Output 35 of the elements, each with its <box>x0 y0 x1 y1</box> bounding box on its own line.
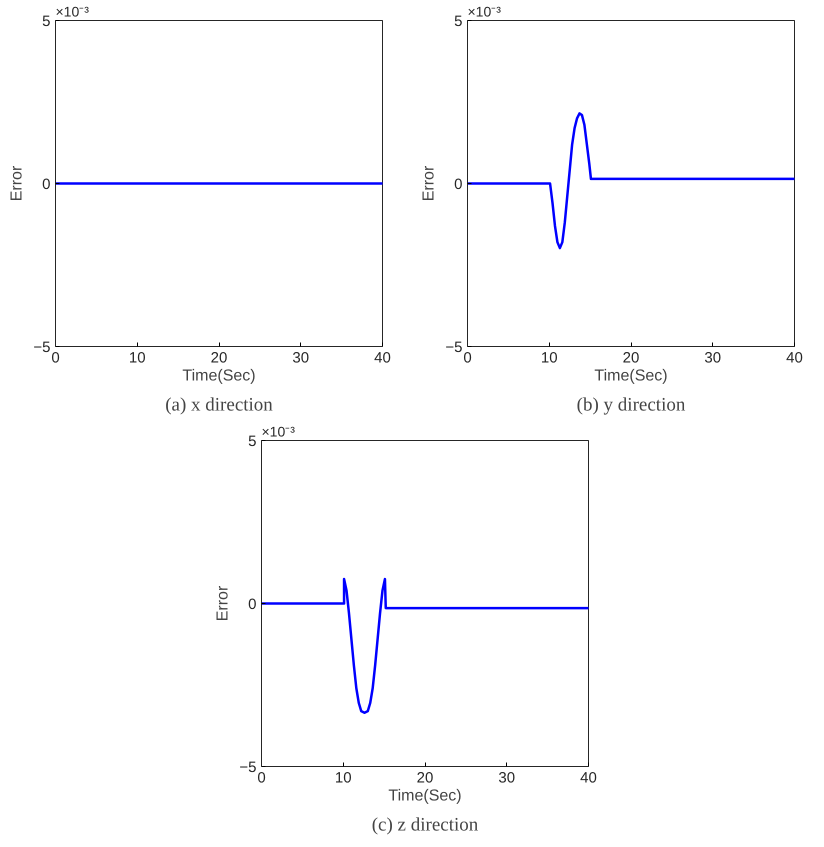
x-axis-title: Time(Sec) <box>594 368 668 384</box>
x-tick-label: 30 <box>292 350 310 366</box>
line-series <box>262 578 588 714</box>
y-axis-title: Error <box>214 585 232 622</box>
text: (b) y direction <box>576 394 686 416</box>
y-tick-label: −5 <box>445 339 463 356</box>
x-axis-title: Time(Sec) <box>182 368 256 384</box>
x-tick-label: 30 <box>704 350 722 366</box>
y-axis-title: Error <box>8 165 26 202</box>
x-tick-label: 20 <box>210 350 228 366</box>
y-tick-label: 0 <box>454 176 462 193</box>
x-tick-label: 20 <box>416 770 434 786</box>
y-tick-label: 5 <box>248 433 256 450</box>
x-axis-title: Time(Sec) <box>388 788 462 804</box>
y-axis-title: Error <box>420 165 438 202</box>
x-tick-label: 10 <box>334 770 352 786</box>
x-tick-label: 10 <box>128 350 146 366</box>
y-tick-label: 0 <box>42 176 50 193</box>
x-tick-label: 40 <box>580 770 597 786</box>
x-tick-label: 40 <box>374 350 391 366</box>
x-tick-label: 30 <box>498 770 516 786</box>
y-tick-label: 5 <box>454 13 462 30</box>
text: (a) x direction <box>165 394 274 416</box>
text: ×10⁻³ <box>56 4 90 20</box>
y-tick-label: −5 <box>33 339 51 356</box>
text: ×10⁻³ <box>262 424 296 440</box>
y-tick-label: 5 <box>42 13 50 30</box>
y-tick-label: −5 <box>239 759 257 776</box>
x-tick-label: 20 <box>622 350 640 366</box>
text: (c) z direction <box>372 814 479 836</box>
line-series <box>468 112 794 250</box>
x-tick-label: 40 <box>786 350 803 366</box>
y-tick-label: 0 <box>248 596 256 613</box>
x-tick-label: 10 <box>540 350 558 366</box>
text: ×10⁻³ <box>468 4 502 20</box>
